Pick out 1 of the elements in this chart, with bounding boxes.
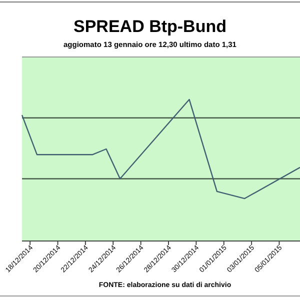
chart-title: SPREAD Btp-Bund — [74, 17, 226, 36]
